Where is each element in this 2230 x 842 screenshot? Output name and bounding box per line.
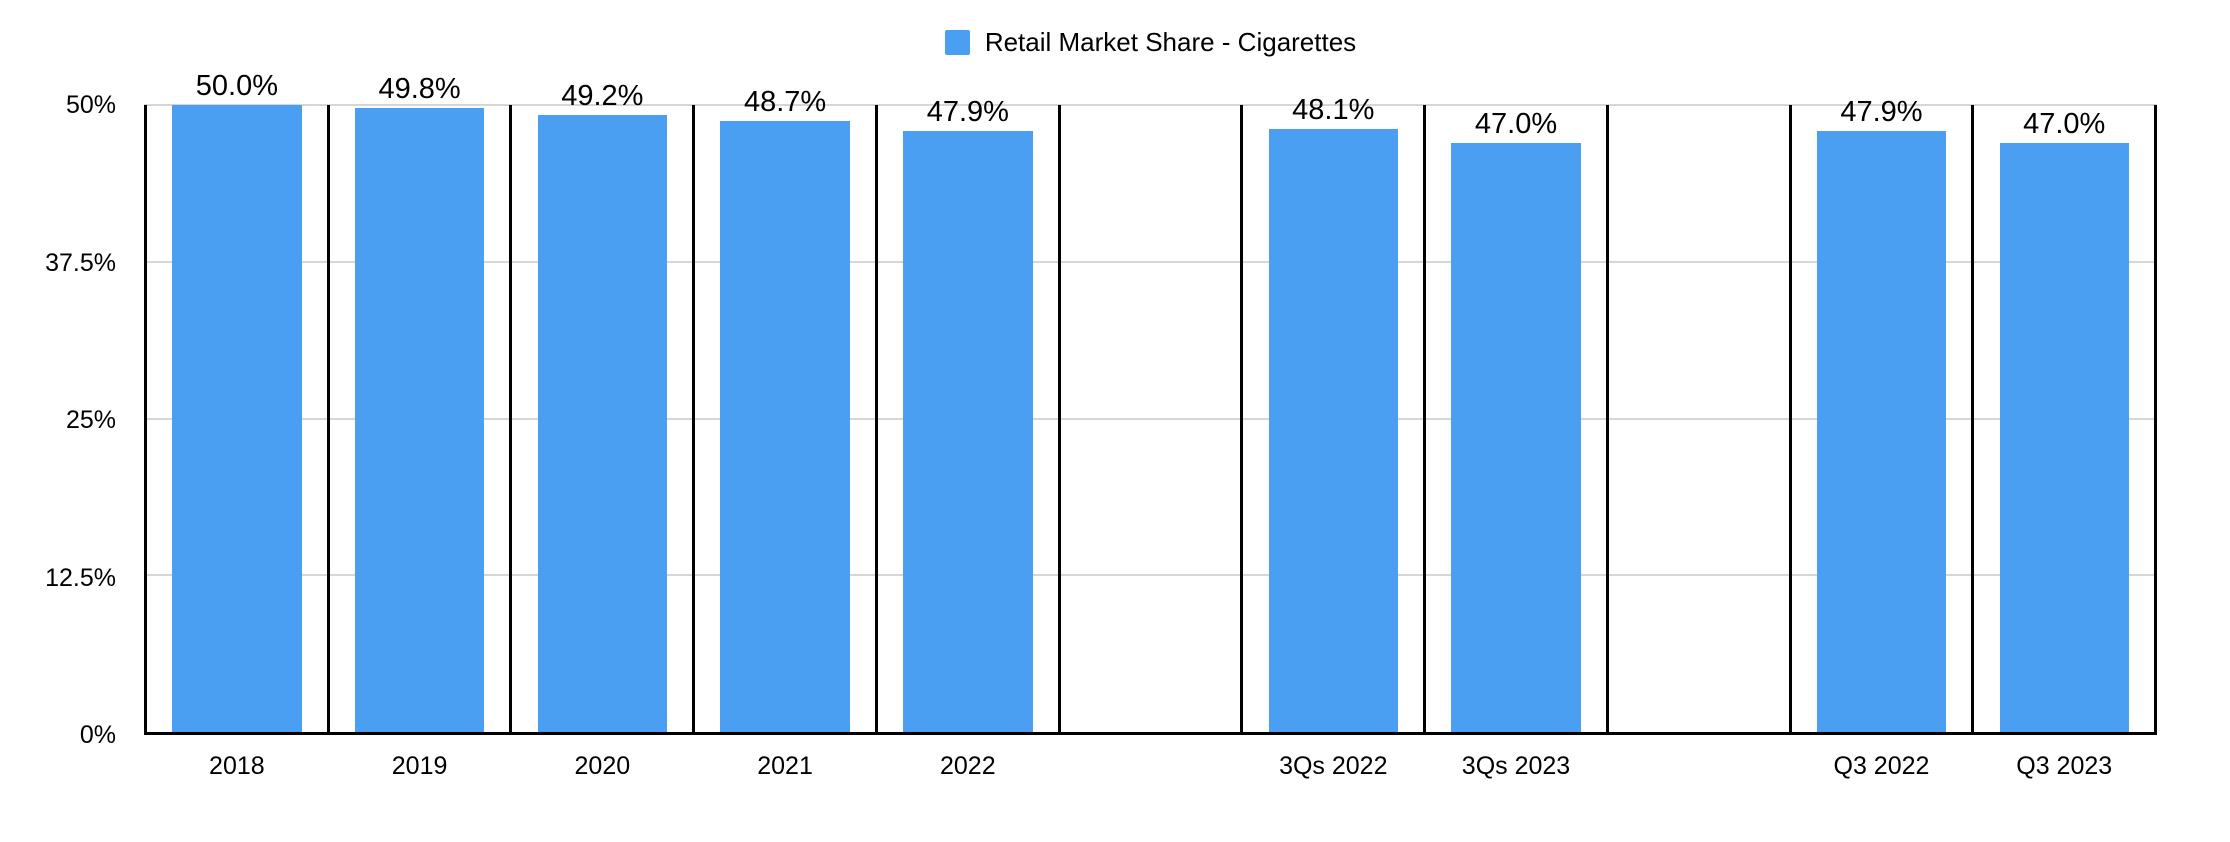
y-axis-tick-label: 25% (65, 406, 116, 434)
gridline (144, 417, 2157, 420)
bar-value-label: 49.8% (378, 72, 461, 105)
bar-value-label: 47.9% (926, 96, 1009, 129)
category-cell: 48.1% 3Qs 2022 (1240, 95, 1423, 780)
bar (903, 131, 1033, 732)
legend-series-label: Retail Market Share - Cigarettes (984, 27, 1357, 57)
x-axis-category-label: 2018 (209, 752, 265, 780)
plot-area: 50.0% 2018 49.8% 2019 49.2% 2020 48.7% 2021 47.9… (144, 71, 2157, 780)
y-axis-tick-label: 50% (65, 91, 116, 119)
gridline (144, 574, 2157, 577)
category-cell: 47.9% Q3 2022 (1788, 97, 1972, 780)
x-axis-category-label: 3Qs 2023 (1461, 752, 1571, 780)
bar (1816, 131, 1947, 732)
bar-value-label: 47.0% (1474, 107, 1558, 140)
bar-value-label: 47.0% (2023, 107, 2106, 140)
x-axis-category-label: 2022 (939, 752, 996, 780)
bar (720, 121, 850, 732)
category-cell: 47.0% 3Qs 2023 (1423, 105, 1606, 780)
category-cell: 47.9% 2022 (874, 97, 1058, 780)
bar (1268, 128, 1398, 732)
y-axis: 50% 37.5% 25% 12.5% 0% (0, 91, 116, 749)
bar (354, 107, 485, 732)
bar-value-label: 49.2% (561, 80, 644, 113)
bar (172, 105, 302, 732)
bar (1999, 142, 2129, 732)
gridline (144, 104, 2157, 106)
bar (537, 115, 668, 732)
category-cell: 49.8% 2019 (326, 74, 510, 780)
legend-color-swatch (944, 29, 970, 55)
x-axis-category-label: 2021 (757, 752, 813, 780)
bar-value-label: 48.1% (1292, 93, 1375, 126)
x-axis-category-label: 2020 (574, 752, 631, 780)
x-axis-category-label: 2019 (391, 752, 448, 780)
x-axis-category-label: 3Qs 2022 (1279, 752, 1388, 780)
chart-legend: Retail Market Share - Cigarettes (144, 27, 2157, 57)
gridline (144, 260, 2157, 263)
bar (1451, 142, 1581, 732)
spacer-cell (1057, 105, 1241, 732)
bar-value-label: 48.7% (743, 86, 827, 119)
category-cell: 50.0% 2018 (144, 71, 327, 780)
bar-value-label: 50.0% (195, 70, 278, 102)
category-cell: 47.0% Q3 2023 (1971, 105, 2154, 780)
bar-value-label: 47.9% (1840, 96, 1923, 129)
y-axis-tick-label: 0% (79, 721, 116, 749)
spacer-cell (1605, 105, 1789, 732)
category-cell: 49.2% 2020 (509, 81, 692, 780)
y-axis-tick-label: 12.5% (45, 563, 116, 592)
category-cell: 48.7% 2021 (692, 87, 875, 780)
x-axis-category-label: Q3 2022 (1833, 752, 1930, 780)
x-axis-category-label: Q3 2023 (2016, 752, 2113, 780)
y-axis-tick-label: 37.5% (45, 248, 116, 277)
category-cells: 50.0% 2018 49.8% 2019 49.2% 2020 48.7% 2021 47.9… (144, 71, 2157, 780)
